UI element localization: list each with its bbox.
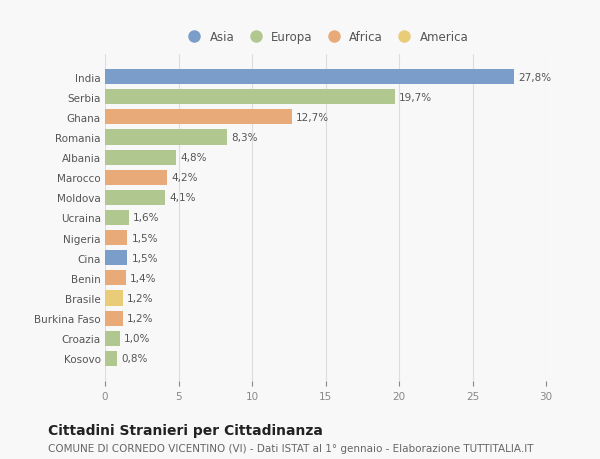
Legend: Asia, Europa, Africa, America: Asia, Europa, Africa, America [180, 28, 471, 46]
Bar [105, 271, 125, 286]
Bar [105, 130, 227, 145]
Bar [105, 110, 292, 125]
Bar [105, 150, 176, 165]
Text: 1,5%: 1,5% [131, 233, 158, 243]
Bar [105, 331, 120, 346]
Text: 0,8%: 0,8% [121, 353, 148, 364]
Bar [105, 211, 128, 225]
Bar [105, 291, 122, 306]
Text: 1,0%: 1,0% [124, 334, 151, 343]
Text: 4,2%: 4,2% [171, 173, 197, 183]
Text: 1,2%: 1,2% [127, 293, 154, 303]
Text: Cittadini Stranieri per Cittadinanza: Cittadini Stranieri per Cittadinanza [48, 423, 323, 437]
Bar [105, 230, 127, 246]
Text: 4,1%: 4,1% [170, 193, 196, 203]
Text: 19,7%: 19,7% [399, 93, 432, 102]
Bar [105, 170, 167, 185]
Text: 8,3%: 8,3% [232, 133, 258, 143]
Bar [105, 251, 127, 266]
Text: 1,2%: 1,2% [127, 313, 154, 324]
Bar [105, 351, 117, 366]
Text: 4,8%: 4,8% [180, 153, 206, 163]
Text: 1,4%: 1,4% [130, 273, 157, 283]
Text: 1,6%: 1,6% [133, 213, 160, 223]
Bar [105, 70, 514, 85]
Bar [105, 190, 165, 206]
Text: COMUNE DI CORNEDO VICENTINO (VI) - Dati ISTAT al 1° gennaio - Elaborazione TUTTI: COMUNE DI CORNEDO VICENTINO (VI) - Dati … [48, 443, 533, 453]
Bar [105, 311, 122, 326]
Text: 27,8%: 27,8% [518, 73, 551, 83]
Text: 1,5%: 1,5% [131, 253, 158, 263]
Text: 12,7%: 12,7% [296, 112, 329, 123]
Bar [105, 90, 395, 105]
